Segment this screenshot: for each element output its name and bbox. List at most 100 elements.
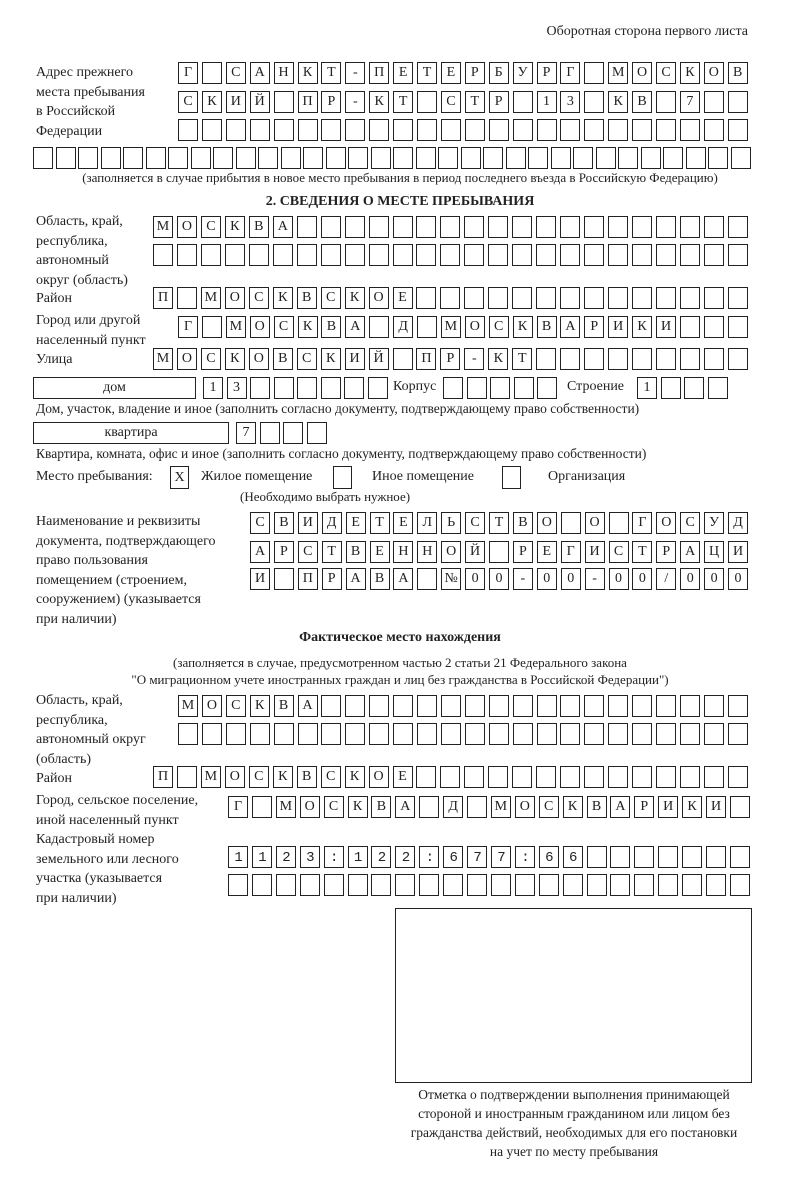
char-cell[interactable] (249, 119, 270, 141)
char-cell[interactable]: М (225, 316, 246, 338)
char-cell[interactable]: Т (393, 91, 414, 113)
char-cell[interactable] (608, 244, 629, 266)
char-cell[interactable] (235, 147, 256, 169)
char-cell[interactable]: С (200, 348, 221, 370)
char-cell[interactable]: С (248, 766, 269, 788)
char-cell[interactable] (512, 91, 533, 113)
char-cell[interactable] (321, 119, 342, 141)
char-cell[interactable] (345, 723, 366, 745)
char-cell[interactable] (584, 348, 605, 370)
char-cell[interactable] (176, 287, 197, 309)
char-cell[interactable]: О (703, 62, 724, 84)
char-cell[interactable] (443, 377, 463, 399)
char-cell[interactable]: О (441, 541, 462, 563)
char-cell[interactable]: 0 (536, 568, 557, 590)
char-cell[interactable]: А (393, 568, 414, 590)
char-cell[interactable]: А (272, 216, 293, 238)
char-cell[interactable]: - (464, 348, 485, 370)
char-cell[interactable] (303, 147, 323, 169)
char-cell[interactable]: Й (465, 541, 486, 563)
char-cell[interactable]: В (536, 316, 557, 338)
char-cell[interactable] (536, 348, 557, 370)
char-cell[interactable] (536, 216, 557, 238)
char-cell[interactable]: Е (393, 62, 414, 84)
char-cell[interactable]: С (320, 766, 341, 788)
char-cell[interactable]: С (200, 216, 221, 238)
char-cell[interactable] (489, 541, 509, 563)
char-cell[interactable] (225, 119, 246, 141)
char-cell[interactable] (419, 796, 440, 818)
char-cell[interactable] (344, 244, 365, 266)
char-cell[interactable] (584, 244, 605, 266)
char-cell[interactable]: О (514, 796, 535, 818)
char-cell[interactable] (727, 316, 748, 338)
char-cell[interactable] (632, 119, 653, 141)
char-cell[interactable]: Т (369, 512, 390, 534)
char-cell[interactable]: А (345, 568, 366, 590)
char-cell[interactable] (682, 846, 703, 868)
char-cell[interactable] (176, 766, 197, 788)
char-cell[interactable]: К (679, 62, 700, 84)
char-cell[interactable] (632, 287, 652, 309)
char-cell[interactable]: В (273, 512, 294, 534)
char-cell[interactable] (251, 846, 272, 868)
char-cell[interactable]: А (250, 541, 270, 563)
char-cell[interactable]: И (297, 512, 318, 534)
char-cell[interactable] (586, 874, 607, 896)
char-cell[interactable]: 7 (679, 91, 700, 113)
char-cell[interactable] (145, 147, 166, 169)
char-cell[interactable]: Н (417, 541, 438, 563)
char-cell[interactable] (417, 91, 437, 113)
char-cell[interactable]: 1 (203, 377, 223, 399)
char-cell[interactable] (584, 62, 605, 84)
char-cell[interactable]: Е (393, 512, 414, 534)
char-cell[interactable] (296, 244, 317, 266)
char-cell[interactable] (488, 766, 509, 788)
char-cell[interactable] (273, 723, 294, 745)
char-cell[interactable]: 0 (680, 568, 701, 590)
char-cell[interactable] (560, 348, 581, 370)
char-cell[interactable] (608, 695, 629, 717)
char-cell[interactable]: В (512, 512, 533, 534)
char-cell[interactable]: К (320, 348, 341, 370)
char-cell[interactable]: П (297, 91, 318, 113)
char-cell[interactable]: Г (178, 316, 198, 338)
char-cell[interactable] (251, 796, 272, 818)
char-cell[interactable] (201, 62, 222, 84)
char-cell[interactable]: Д (321, 512, 342, 534)
char-cell[interactable] (280, 147, 301, 169)
char-cell[interactable]: Д (443, 796, 464, 818)
char-cell[interactable] (584, 695, 605, 717)
char-cell[interactable] (584, 766, 605, 788)
char-cell[interactable]: Б (488, 62, 509, 84)
char-cell[interactable]: 1 (637, 377, 657, 399)
char-cell[interactable] (632, 723, 653, 745)
char-cell[interactable] (272, 244, 293, 266)
char-cell[interactable]: К (562, 796, 583, 818)
char-cell[interactable] (369, 119, 390, 141)
char-cell[interactable] (320, 216, 341, 238)
char-cell[interactable] (296, 216, 317, 238)
char-cell[interactable] (706, 874, 726, 896)
char-cell[interactable] (228, 846, 248, 868)
char-cell[interactable] (703, 348, 724, 370)
char-cell[interactable]: И (344, 348, 365, 370)
char-cell[interactable] (560, 216, 581, 238)
char-cell[interactable] (417, 568, 438, 590)
char-cell[interactable]: П (416, 348, 437, 370)
char-cell[interactable] (273, 568, 294, 590)
char-cell[interactable] (684, 377, 704, 399)
char-cell[interactable] (273, 377, 294, 399)
char-cell[interactable] (200, 244, 221, 266)
char-cell[interactable]: А (560, 316, 581, 338)
char-cell[interactable]: А (610, 796, 631, 818)
char-cell[interactable] (610, 846, 631, 868)
char-cell[interactable] (656, 723, 676, 745)
char-cell[interactable] (512, 287, 533, 309)
char-cell[interactable]: Т (512, 348, 533, 370)
char-cell[interactable]: В (273, 695, 294, 717)
char-cell[interactable]: О (176, 216, 197, 238)
char-cell[interactable] (656, 91, 676, 113)
apartment-type-box[interactable]: квартира (33, 422, 229, 444)
char-cell[interactable]: К (344, 766, 365, 788)
